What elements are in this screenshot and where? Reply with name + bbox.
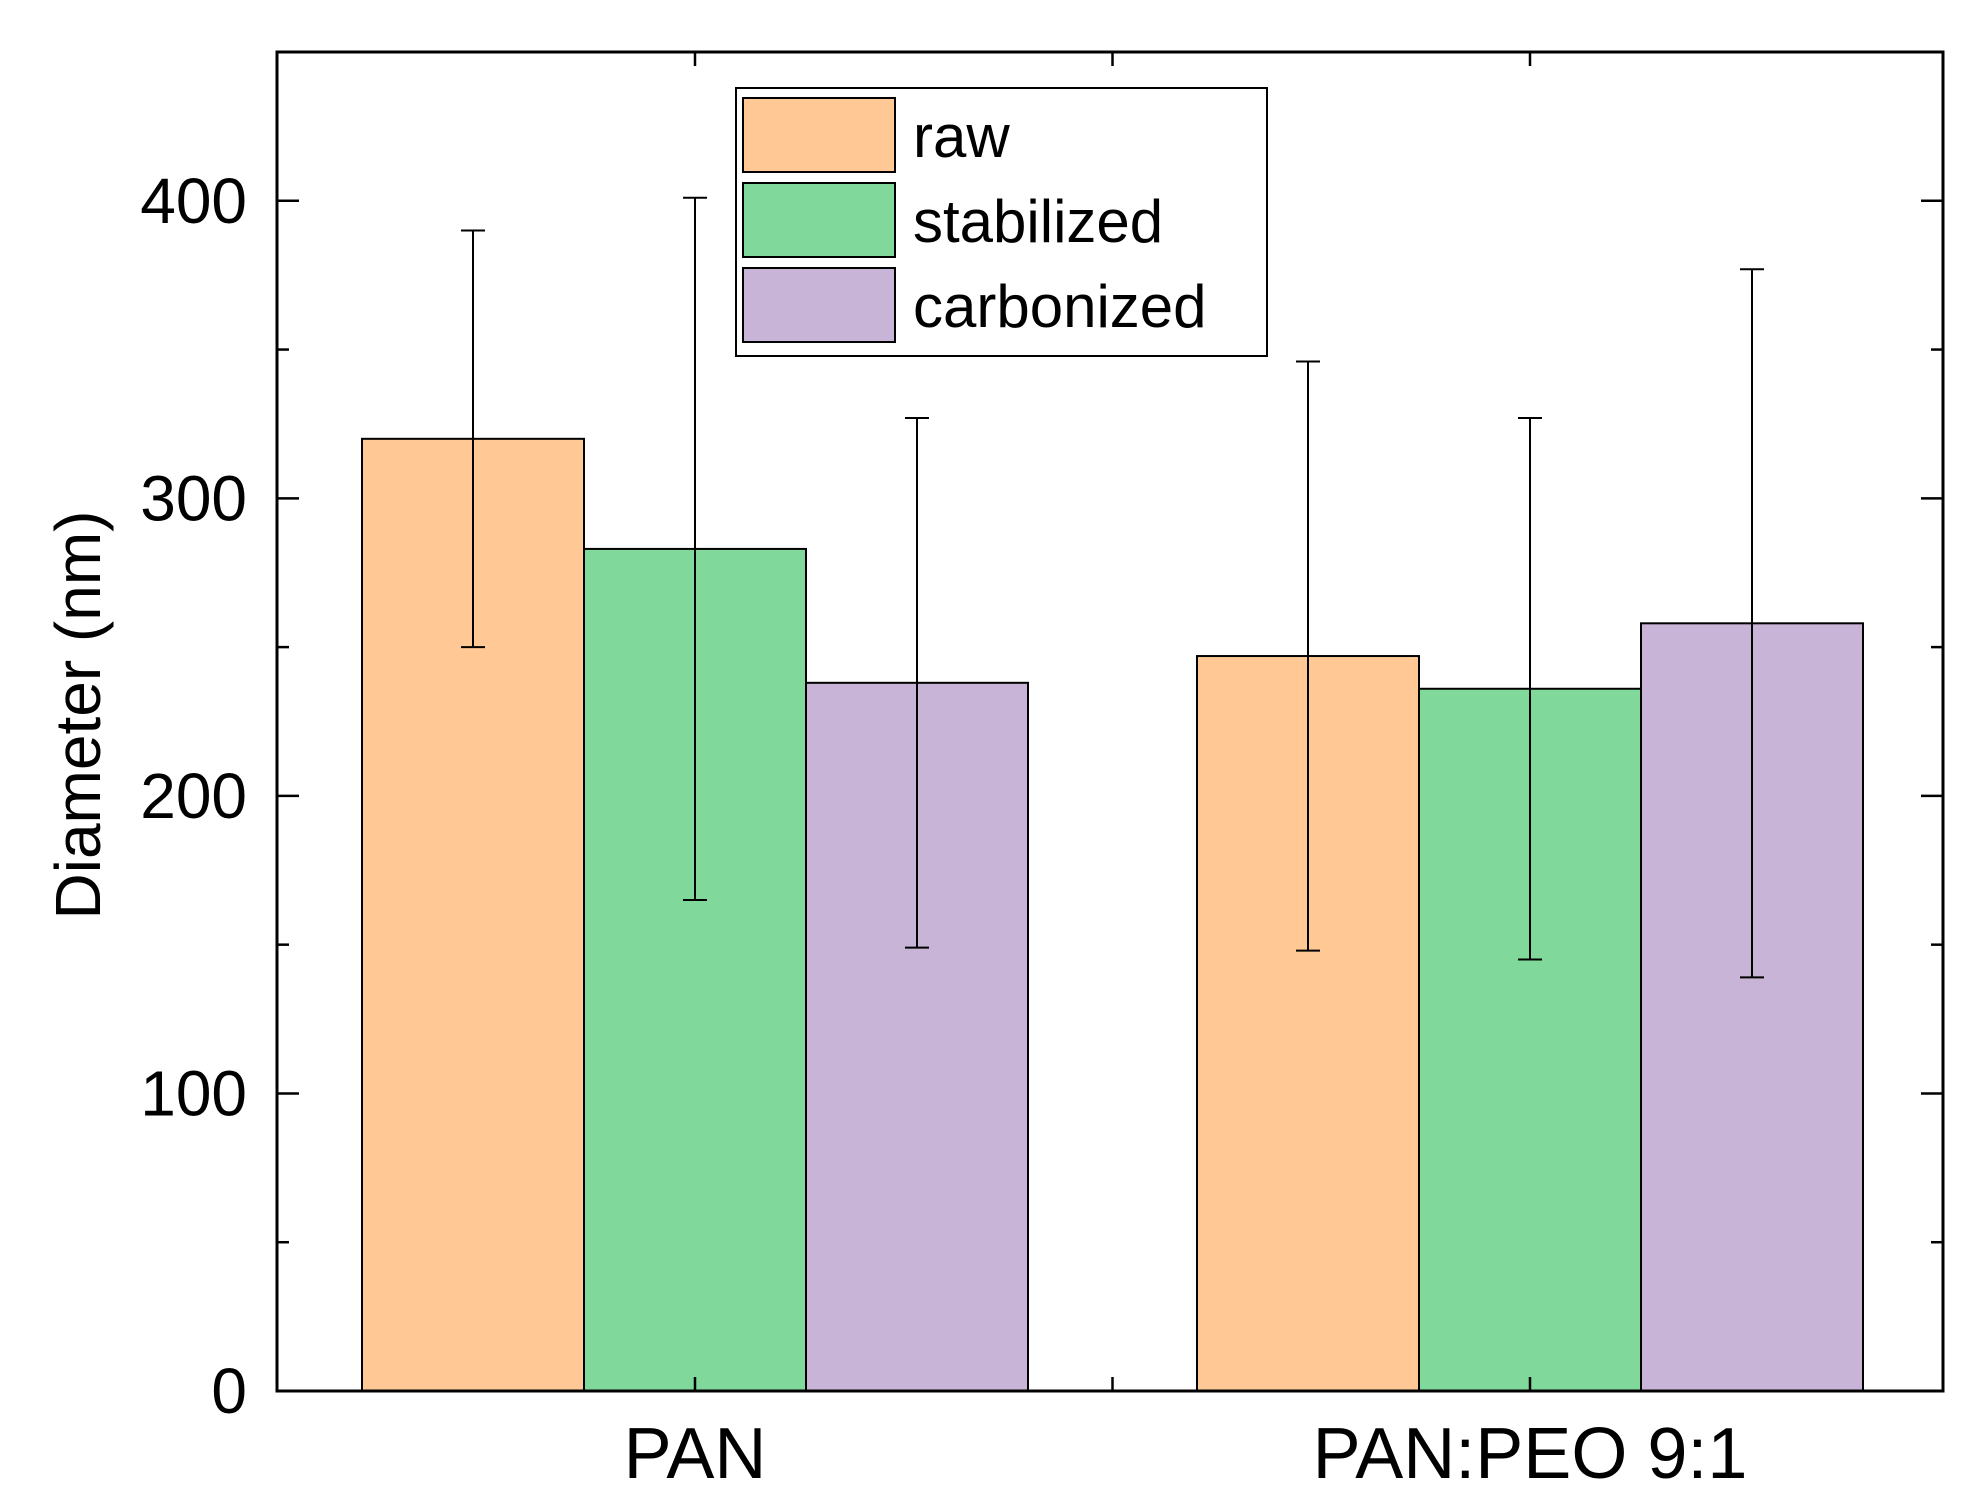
error-bar-carbonized-0 xyxy=(905,416,929,949)
legend-label-raw: raw xyxy=(913,103,1010,170)
legend-swatch-carbonized xyxy=(742,267,896,343)
y-tick-label-400: 400 xyxy=(140,165,247,237)
legend-swatch-stabilized xyxy=(742,182,896,258)
y-axis-label: Diameter (nm) xyxy=(42,511,114,920)
error-bar-stabilized-0 xyxy=(683,196,707,902)
y-tick-label-300: 300 xyxy=(140,462,247,534)
legend-label-carbonized: carbonized xyxy=(913,273,1207,340)
error-bar-raw-0 xyxy=(461,229,485,649)
legend-swatch-raw xyxy=(742,97,896,173)
error-bar-raw-1 xyxy=(1296,360,1320,952)
axes-layer xyxy=(275,50,1945,1393)
y-tick-label-100: 100 xyxy=(140,1057,247,1129)
legend: raw stabilized carbonized xyxy=(735,87,1268,357)
x-category-label-0: PAN xyxy=(624,1414,767,1494)
ticks-layer xyxy=(277,50,1943,1393)
labels-layer: Diameter (nm) 0 100 200 300 400 PAN PAN:PEO 9:… xyxy=(42,165,1747,1494)
error-bar-carbonized-1 xyxy=(1740,268,1764,979)
error-bars-layer xyxy=(461,196,1764,979)
error-bar-stabilized-1 xyxy=(1518,416,1542,961)
legend-label-stabilized: stabilized xyxy=(913,188,1163,255)
bars-layer xyxy=(361,437,1864,1393)
x-category-label-1: PAN:PEO 9:1 xyxy=(1313,1414,1748,1494)
plot-frame xyxy=(275,50,1945,1393)
y-tick-label-0: 0 xyxy=(211,1355,247,1427)
y-tick-label-200: 200 xyxy=(140,760,247,832)
